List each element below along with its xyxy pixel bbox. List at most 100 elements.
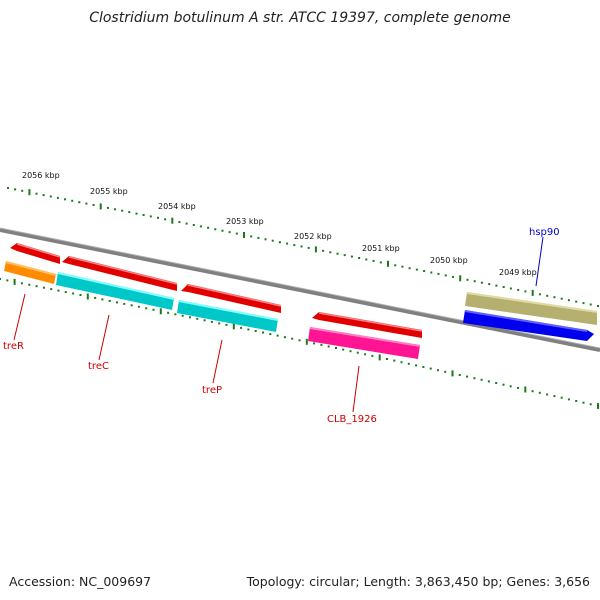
minor-tick bbox=[407, 362, 410, 365]
minor-tick bbox=[313, 342, 316, 345]
minor-tick bbox=[247, 328, 250, 331]
minor-tick bbox=[218, 322, 221, 325]
minor-tick bbox=[365, 258, 368, 261]
minor-tick bbox=[480, 281, 483, 284]
minor-tick bbox=[49, 195, 52, 198]
major-tick bbox=[13, 278, 16, 285]
kbp-label: 2055 kbp bbox=[90, 187, 128, 196]
minor-tick bbox=[502, 383, 505, 386]
major-tick bbox=[243, 232, 245, 238]
genome-title: Clostridium botulinum A str. ATCC 19397,… bbox=[89, 10, 511, 26]
gene-arrow-hsp90[interactable] bbox=[463, 310, 594, 341]
minor-tick bbox=[257, 236, 260, 239]
gene-label-hsp90[interactable]: hsp90 bbox=[529, 227, 560, 238]
minor-tick bbox=[35, 285, 38, 288]
gene-bar-trer[interactable] bbox=[4, 261, 56, 284]
kbp-label: 2051 kbp bbox=[362, 244, 400, 253]
gene-bar-trep[interactable] bbox=[177, 300, 278, 332]
minor-tick bbox=[271, 239, 274, 242]
minor-tick bbox=[415, 268, 418, 271]
minor-tick bbox=[356, 351, 359, 354]
gene-label-trer[interactable]: treR bbox=[3, 341, 24, 352]
minor-tick bbox=[276, 334, 279, 337]
gene-bars bbox=[4, 261, 598, 359]
minor-tick bbox=[567, 398, 570, 401]
minor-tick bbox=[189, 316, 191, 319]
minor-tick bbox=[575, 300, 578, 303]
minor-tick bbox=[7, 187, 9, 189]
minor-tick bbox=[235, 232, 238, 235]
minor-tick bbox=[495, 382, 498, 384]
minor-tick bbox=[28, 283, 31, 286]
minor-tick bbox=[560, 297, 563, 300]
minor-tick bbox=[0, 278, 1, 280]
minor-tick bbox=[394, 264, 397, 267]
minor-tick bbox=[320, 343, 323, 346]
major-tick bbox=[387, 260, 389, 267]
minor-tick bbox=[114, 208, 116, 211]
kbp-label: 2056 kbp bbox=[22, 171, 60, 180]
minor-tick bbox=[94, 296, 97, 299]
minor-tick bbox=[358, 257, 361, 259]
minor-tick bbox=[546, 393, 549, 396]
kbp-label-group: 2056 kbp 2055 kbp 2054 kbp 2053 kbp 2052 kbp… bbox=[22, 171, 537, 277]
minor-tick bbox=[393, 359, 396, 362]
gene-bar-clb1926[interactable] bbox=[308, 327, 420, 359]
minor-tick bbox=[14, 188, 17, 191]
minor-tick bbox=[167, 311, 170, 314]
minor-tick bbox=[130, 304, 133, 307]
minor-tick bbox=[452, 275, 454, 278]
minor-tick bbox=[488, 283, 491, 286]
gene-arrow[interactable] bbox=[312, 312, 422, 338]
gene-arrow[interactable] bbox=[62, 256, 177, 291]
forward-gene-arrows bbox=[10, 243, 423, 338]
minor-tick bbox=[437, 369, 439, 372]
minor-tick bbox=[567, 299, 570, 302]
accession-text: Accession: NC_009697 bbox=[9, 574, 152, 589]
gene-label-trep[interactable]: treP bbox=[202, 385, 222, 396]
minor-tick bbox=[372, 259, 375, 262]
minor-tick bbox=[64, 198, 66, 201]
gene-arrow[interactable] bbox=[181, 284, 281, 313]
major-tick bbox=[305, 338, 308, 345]
minor-tick bbox=[50, 288, 53, 291]
minor-tick bbox=[343, 254, 346, 257]
minor-tick bbox=[137, 305, 140, 308]
minor-tick bbox=[64, 291, 67, 294]
minor-tick bbox=[430, 271, 433, 274]
minor-tick bbox=[71, 199, 74, 202]
minor-tick bbox=[21, 189, 24, 192]
minor-tick bbox=[6, 279, 9, 282]
major-tick bbox=[171, 217, 174, 224]
kbp-label: 2050 kbp bbox=[430, 256, 468, 265]
major-tick bbox=[159, 308, 162, 315]
gene-label-clb1926[interactable]: CLB_1926 bbox=[327, 414, 377, 425]
upper-tick-track bbox=[7, 187, 599, 307]
minor-tick bbox=[429, 367, 432, 370]
gene-bar-hsp90[interactable] bbox=[465, 292, 597, 325]
minor-tick bbox=[437, 272, 440, 275]
minor-tick bbox=[524, 290, 527, 293]
gene-bar-trec[interactable] bbox=[56, 272, 174, 310]
gene-label-trec[interactable]: treC bbox=[88, 361, 109, 372]
major-tick bbox=[314, 246, 317, 253]
minor-tick bbox=[322, 249, 325, 252]
genome-stats-text: Topology: circular; Length: 3,863,450 bp… bbox=[246, 574, 590, 589]
minor-tick bbox=[487, 380, 490, 383]
minor-tick bbox=[56, 196, 59, 199]
minor-tick bbox=[185, 222, 188, 225]
minor-tick bbox=[225, 323, 228, 326]
minor-tick bbox=[278, 241, 281, 244]
minor-tick bbox=[300, 245, 303, 248]
minor-tick bbox=[128, 211, 131, 214]
minor-tick bbox=[582, 401, 585, 404]
minor-tick bbox=[327, 345, 330, 348]
minor-tick bbox=[269, 333, 272, 336]
minor-tick bbox=[116, 301, 118, 304]
minor-tick bbox=[415, 364, 418, 367]
gene-arrow[interactable] bbox=[10, 243, 60, 264]
minor-tick bbox=[79, 294, 82, 296]
minor-tick bbox=[335, 347, 337, 349]
minor-tick bbox=[502, 286, 505, 288]
major-tick bbox=[531, 289, 534, 296]
